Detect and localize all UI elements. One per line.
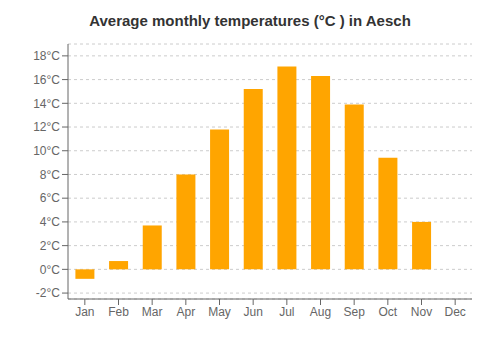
svg-text:6°C: 6°C <box>40 191 60 205</box>
svg-text:Feb: Feb <box>108 305 129 319</box>
svg-text:10°C: 10°C <box>33 144 60 158</box>
svg-text:Nov: Nov <box>411 305 432 319</box>
svg-text:Oct: Oct <box>378 305 397 319</box>
svg-text:2°C: 2°C <box>40 239 60 253</box>
svg-text:May: May <box>208 305 231 319</box>
svg-text:Dec: Dec <box>444 305 465 319</box>
svg-text:0°C: 0°C <box>40 263 60 277</box>
svg-text:16°C: 16°C <box>33 73 60 87</box>
svg-text:Mar: Mar <box>142 305 163 319</box>
svg-text:Apr: Apr <box>176 305 195 319</box>
svg-text:Sep: Sep <box>343 305 365 319</box>
svg-text:14°C: 14°C <box>33 97 60 111</box>
svg-text:Jul: Jul <box>279 305 294 319</box>
svg-text:-2°C: -2°C <box>36 286 60 300</box>
svg-text:Jan: Jan <box>75 305 94 319</box>
svg-text:Jun: Jun <box>243 305 262 319</box>
svg-text:12°C: 12°C <box>33 120 60 134</box>
svg-text:Aug: Aug <box>310 305 331 319</box>
svg-text:18°C: 18°C <box>33 49 60 63</box>
svg-text:8°C: 8°C <box>40 168 60 182</box>
svg-text:4°C: 4°C <box>40 215 60 229</box>
html-text:Average monthly temperatures (: Average monthly temperatures (°C ) in Ae… <box>89 12 411 29</box>
